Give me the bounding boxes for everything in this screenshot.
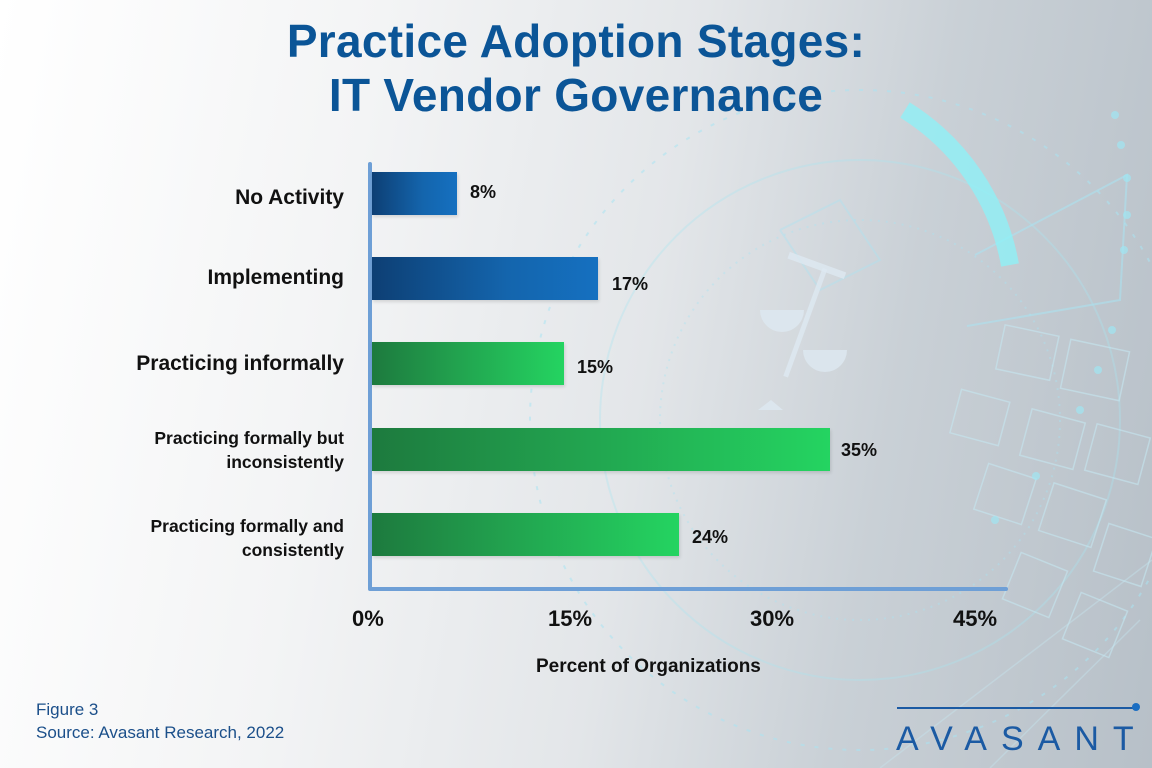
category-label-implementing: Implementing [207,266,344,289]
category-label-line-1: Practicing formally but [154,428,344,448]
x-tick-45: 45% [953,606,998,631]
value-label-implementing: 17% [612,274,649,294]
category-label-formally-inconsistently: Practicing formally but inconsistently [154,426,344,474]
chart-title: Practice Adoption Stages: IT Vendor Gove… [0,14,1152,122]
bar-no-activity [372,172,457,215]
category-label-no-activity: No Activity [235,186,344,209]
bar-formally-inconsistently [372,428,830,471]
logo-rule [897,707,1134,709]
value-label-formally-consistently: 24% [692,527,729,547]
value-label-practicing-informally: 15% [577,357,614,377]
chart-title-line-1: Practice Adoption Stages: [286,15,866,67]
value-label-formally-inconsistently: 35% [841,440,878,460]
category-label-line-2: inconsistently [226,452,344,472]
logo-dot-icon [1132,703,1140,711]
category-label-practicing-informally: Practicing informally [136,352,344,375]
bar-implementing [372,257,598,300]
value-label-no-activity: 8% [470,182,497,202]
figure-number: Figure 3 [36,700,99,719]
bar-formally-consistently [372,513,679,556]
x-axis-line [368,587,1008,591]
source-note: Source: Avasant Research, 2022 [36,723,285,742]
figure-caption: Figure 3 Source: Avasant Research, 2022 [36,698,284,744]
bar-practicing-informally [372,342,564,385]
x-axis-label: Percent of Organizations [536,656,761,677]
x-tick-0: 0% [352,606,384,631]
x-tick-15: 15% [548,606,593,631]
chart-title-line-2: IT Vendor Governance [328,69,824,121]
category-label-formally-consistently: Practicing formally and consistently [150,514,344,562]
logo-wordmark: AVASANT [896,720,1148,758]
y-axis-line [368,162,372,590]
x-tick-30: 30% [750,606,795,631]
category-label-line-1: Practicing formally and [150,516,344,536]
category-label-line-2: consistently [241,540,344,560]
